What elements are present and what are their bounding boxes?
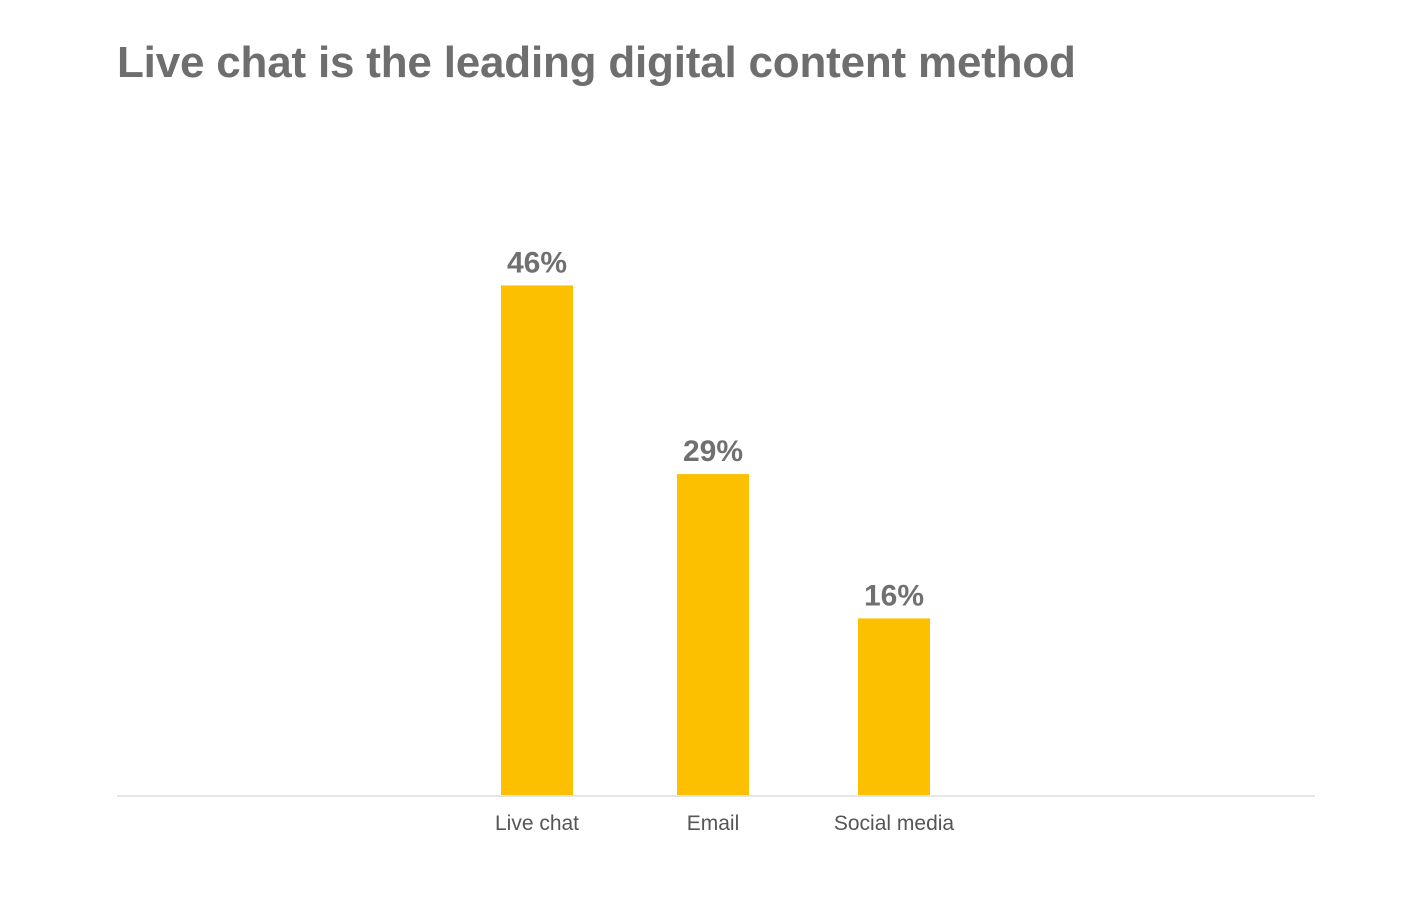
value-label: 16% [864, 579, 924, 612]
bar-social-media [858, 618, 930, 796]
x-tick-label: Social media [834, 812, 955, 835]
x-tick-label: Live chat [495, 812, 579, 835]
x-tick-label: Email [687, 812, 740, 835]
value-label: 29% [683, 435, 743, 468]
value-label: 46% [507, 246, 567, 279]
bars-layer [501, 285, 930, 796]
chart-title: Live chat is the leading digital content… [117, 38, 1076, 87]
bar-email [677, 474, 749, 796]
bar-live-chat [501, 285, 573, 796]
labels-layer: 46% Live chat 29% Email 16% Social media [495, 246, 954, 835]
